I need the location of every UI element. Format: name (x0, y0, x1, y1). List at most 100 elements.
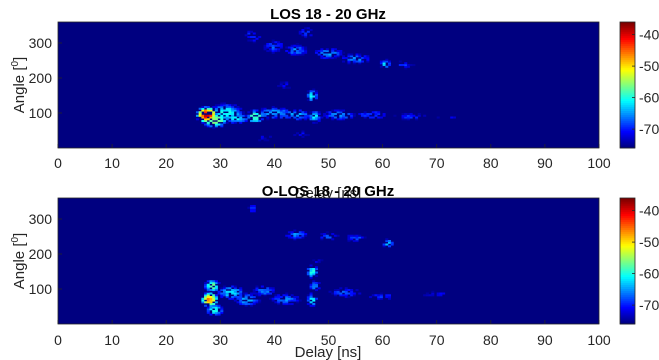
colorbar-frame (619, 197, 636, 325)
heatmap-cell (314, 268, 318, 271)
heatmap-cell (314, 261, 318, 264)
heatmap-cell (314, 93, 318, 96)
heatmap-cell (285, 50, 289, 53)
x-tick-label: 60 (375, 332, 391, 348)
heatmap-cell (344, 289, 348, 292)
heatmap-cell (282, 85, 286, 88)
heatmap-cell (404, 114, 408, 117)
colorbar-segment (620, 100, 635, 104)
heatmap-cell (220, 125, 224, 128)
heatmap-cell (206, 118, 210, 121)
colorbar-segment (620, 22, 635, 25)
heatmap-cell (214, 289, 218, 292)
heatmap-cell (336, 109, 340, 112)
heatmap-cell (263, 114, 267, 117)
heatmap-cell (252, 299, 256, 302)
heatmap-cell (250, 205, 254, 208)
heatmap-cell (285, 234, 289, 237)
heatmap-cell (201, 107, 205, 110)
colorbar-segment (620, 116, 635, 119)
heatmap-cell (225, 121, 229, 124)
heatmap-cell (320, 48, 324, 51)
heatmap-cell (239, 303, 243, 306)
heatmap-cell (312, 259, 316, 262)
heatmap-cell (217, 290, 221, 293)
heatmap-cell (250, 296, 254, 299)
colorbar-segment (620, 251, 635, 254)
heatmap-cell (309, 285, 313, 288)
heatmap-cell (314, 289, 318, 292)
colorbar-segment (620, 292, 635, 295)
heatmap-cell (250, 210, 254, 213)
colorbar-segment (620, 288, 635, 291)
heatmap-cell (358, 60, 362, 63)
colorbar-segment (620, 282, 635, 286)
heatmap-cell (239, 107, 243, 110)
heatmap-cell (309, 269, 313, 272)
heatmap-cell (268, 287, 272, 290)
heatmap-cell (290, 53, 294, 56)
heatmap-cell (290, 294, 294, 297)
heatmap-cell (285, 86, 289, 89)
heatmap-cell (241, 118, 245, 121)
colorbar-segment (620, 120, 635, 123)
colorbar-segment (620, 31, 635, 35)
heatmap-cell (347, 53, 351, 56)
heatmap-cell (312, 111, 316, 114)
heatmap-cell (252, 118, 256, 121)
heatmap-cell (296, 114, 300, 117)
heatmap-cell (285, 81, 289, 84)
heatmap-cell (212, 310, 216, 313)
heatmap-cell (277, 109, 281, 112)
y-tick-label: 200 (29, 246, 53, 262)
heatmap-cell (290, 46, 294, 49)
heatmap-cell (320, 236, 324, 239)
heatmap-cell (344, 57, 348, 60)
heatmap-cell (339, 118, 343, 121)
heatmap-cell (320, 259, 324, 262)
heatmap-cell (293, 111, 297, 114)
x-tick-label: 90 (537, 155, 553, 171)
heatmap-cell (274, 296, 278, 299)
heatmap-cell (293, 236, 297, 239)
heatmap-cell (260, 289, 264, 292)
heatmap-cell (312, 95, 316, 98)
heatmap-cell (250, 120, 254, 123)
colorbar-segment (620, 300, 635, 303)
heatmap-cell (296, 132, 300, 135)
heatmap-cell (293, 134, 297, 137)
heatmap-plot (58, 198, 599, 324)
heatmap-cell (436, 294, 440, 297)
heatmap-cell (312, 273, 316, 276)
heatmap-cell (209, 292, 213, 295)
heatmap-cell (287, 46, 291, 49)
heatmap-cell (274, 297, 278, 300)
heatmap-cell (309, 34, 313, 37)
heatmap-cell (344, 296, 348, 299)
colorbar-segment (620, 35, 635, 39)
heatmap-cell (298, 134, 302, 137)
heatmap-cell (263, 46, 267, 49)
heatmap-cell (320, 238, 324, 241)
heatmap-cell (204, 287, 208, 290)
heatmap-cell (350, 113, 354, 116)
heatmap-cell (401, 113, 405, 116)
heatmap-cell (309, 283, 313, 286)
heatmap-cell (398, 64, 402, 67)
heatmap-cell (206, 287, 210, 290)
heatmap-cell (347, 236, 351, 239)
heatmap-cell (398, 60, 402, 63)
heatmap-cell (401, 64, 405, 67)
heatmap-cell (304, 116, 308, 119)
heatmap-cell (293, 233, 297, 236)
x-axis-label: Delay [ns] (295, 344, 362, 360)
heatmap-cell (268, 111, 272, 114)
heatmap-cell (336, 111, 340, 114)
heatmap-cell (277, 43, 281, 46)
heatmap-cell (220, 310, 224, 313)
heatmap-cell (314, 266, 318, 269)
heatmap-cell (206, 294, 210, 297)
heatmap-cell (333, 57, 337, 60)
heatmap-cell (342, 290, 346, 293)
heatmap-cell (409, 64, 413, 67)
